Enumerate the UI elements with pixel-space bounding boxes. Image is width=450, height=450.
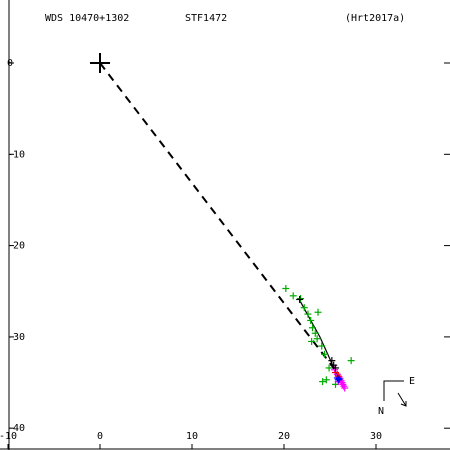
observation-point — [332, 364, 340, 372]
observation-point — [309, 324, 317, 332]
observation-point — [335, 375, 343, 383]
observation-point — [318, 342, 326, 350]
axis-ticks: 0-10-20-30-40-10 0 10 20 30 — [0, 58, 450, 449]
observation-point — [338, 379, 346, 387]
reference-label: (Hrt2017a) — [345, 13, 405, 24]
observation-point — [289, 292, 297, 300]
observation-point — [297, 295, 305, 303]
observation-point — [322, 376, 330, 384]
compass: E N — [378, 376, 415, 417]
observation-point — [282, 285, 290, 293]
y-tick-label: -40 — [7, 423, 25, 434]
observation-point — [320, 350, 328, 358]
observation-point — [300, 304, 308, 312]
observation-point — [304, 310, 312, 318]
y-tick-label: -20 — [7, 241, 25, 252]
compass-axes — [383, 380, 404, 401]
observation-point — [319, 378, 327, 386]
compass-north-label: N — [378, 406, 384, 417]
observation-points — [282, 285, 355, 392]
primary-to-orbit-connector — [99, 62, 338, 373]
compass-arrow-head — [400, 401, 407, 407]
observation-point — [307, 316, 315, 324]
observation-point — [308, 337, 316, 345]
observation-point — [347, 357, 355, 365]
observation-point — [325, 364, 333, 372]
x-tick-label: 20 — [278, 431, 290, 442]
observation-point — [314, 308, 322, 316]
y-tick-label: 0 — [7, 58, 13, 69]
y-tick-label: -30 — [7, 332, 25, 343]
compass-east-label: E — [409, 376, 415, 387]
observation-point — [311, 329, 319, 337]
observation-point — [334, 376, 342, 384]
x-tick-label: 10 — [186, 431, 198, 442]
observation-point — [296, 295, 304, 303]
x-tick-label: 30 — [370, 431, 382, 442]
compass-motion-arrow — [397, 392, 407, 407]
x-tick-label: 0 — [97, 431, 103, 442]
observation-point — [341, 384, 349, 392]
observation-point — [328, 357, 336, 365]
discoverer-label: STF1472 — [185, 13, 227, 24]
primary-star-marker — [90, 53, 110, 73]
y-tick-label: -10 — [7, 149, 25, 160]
x-tick-label: -10 — [0, 431, 17, 442]
wds-id-label: WDS 10470+1302 — [45, 13, 129, 24]
observation-point — [313, 335, 321, 343]
